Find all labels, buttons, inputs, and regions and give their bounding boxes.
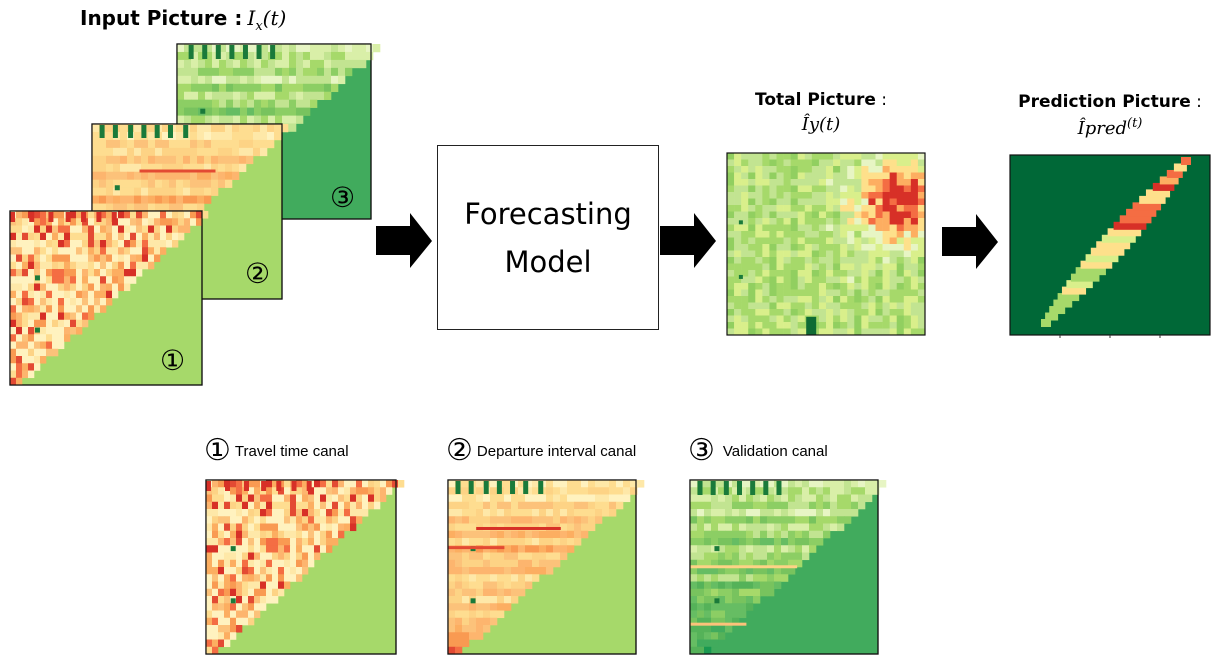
prediction-title-sep: : <box>1190 92 1202 112</box>
validation-canal-heatmap <box>689 479 887 655</box>
prediction-title-superscript: (t) <box>1127 116 1143 131</box>
stack-marker-1: ① <box>160 344 186 377</box>
input-picture-title: Input Picture : Ix(t) <box>80 6 286 34</box>
prediction-picture-heatmap <box>1009 154 1211 338</box>
arrow-total-to-prediction <box>942 214 998 269</box>
forecasting-model-box: Forecasting Model <box>437 145 659 330</box>
input-title-sep: : <box>227 6 243 30</box>
input-travel-time-canal-card <box>9 210 209 386</box>
arrow-input-to-model <box>376 213 432 268</box>
total-picture-title: Total Picture : Îy(t) <box>712 90 930 135</box>
model-line-2: Model <box>504 244 592 279</box>
prediction-picture-title: Prediction Picture : Îpred(t) <box>994 92 1226 139</box>
total-title-label: Total Picture <box>754 90 876 110</box>
input-title-symbol: I <box>247 6 256 30</box>
model-line-1: Forecasting <box>464 196 632 231</box>
input-title-subscript: x <box>255 19 263 34</box>
legend-marker-1: ① <box>204 433 231 468</box>
prediction-title-symbol: Îpred <box>1077 118 1128 139</box>
travel-time-canal-heatmap <box>205 479 405 655</box>
departure-interval-canal-heatmap <box>447 479 645 655</box>
stack-marker-3: ③ <box>330 181 356 214</box>
legend-item-validation: ③ Validation canal <box>688 436 828 466</box>
prediction-title-math: Îpred(t) <box>994 116 1226 139</box>
stack-marker-2: ② <box>245 257 271 290</box>
legend-marker-2: ② <box>446 433 473 468</box>
prediction-title-label: Prediction Picture <box>1018 92 1191 112</box>
total-picture-heatmap <box>726 152 926 336</box>
input-title-arg: (t) <box>262 6 287 30</box>
total-title-sep: : <box>875 90 887 110</box>
legend-label-2: Departure interval canal <box>476 442 637 460</box>
input-title-label: Input Picture <box>80 6 228 30</box>
legend-item-departure-interval: ② Departure interval canal <box>446 436 636 466</box>
legend-label-1: Travel time canal <box>234 442 349 460</box>
legend-item-travel-time: ① Travel time canal <box>204 436 349 466</box>
input-title-math: Ix(t) <box>247 6 287 34</box>
legend-label-3: Validation canal <box>722 442 828 460</box>
arrow-model-to-total <box>660 213 716 268</box>
total-title-math: Îy(t) <box>801 114 841 135</box>
legend-marker-3: ③ <box>688 433 715 468</box>
